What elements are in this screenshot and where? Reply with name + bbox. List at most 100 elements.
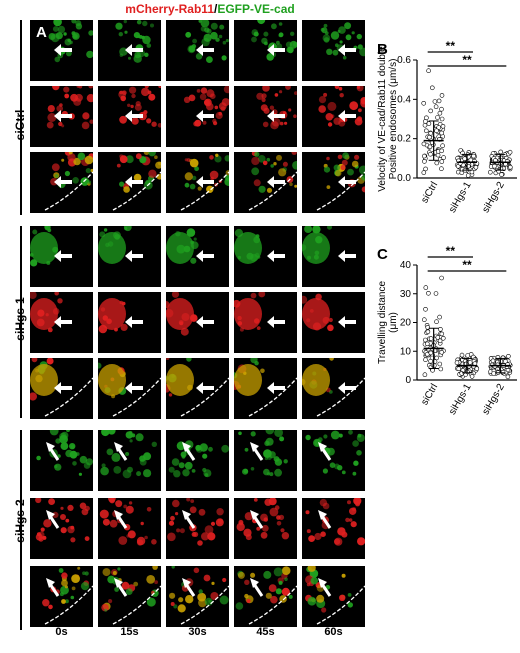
data-point (421, 317, 427, 322)
micrograph-g2-merge-t2 (166, 358, 229, 419)
micrograph-image (98, 86, 161, 147)
panel-letter-a: A (36, 24, 47, 41)
data-point (437, 110, 443, 116)
micrograph-g3-red-t4 (302, 498, 365, 559)
time-label-2: 30s (188, 626, 207, 638)
time-label-3: 45s (256, 626, 275, 638)
micrograph-image (234, 226, 297, 287)
data-point (454, 360, 460, 365)
micrograph-image (98, 498, 161, 559)
micrograph-image (302, 292, 365, 353)
data-point (434, 128, 439, 133)
group-bar-sihgs2 (20, 430, 22, 630)
data-point (428, 151, 433, 157)
data-point (423, 285, 429, 290)
group-bar-sihgs1 (20, 226, 22, 418)
micrograph-image (98, 226, 161, 287)
data-point (439, 130, 444, 136)
data-point (473, 165, 479, 170)
micrograph-g3-green-t1 (98, 430, 161, 491)
micrograph-g1-red-t4 (302, 86, 365, 147)
data-point (432, 99, 438, 104)
micrograph-g1-red-t1 (98, 86, 161, 147)
significance-label: ** (446, 39, 456, 53)
data-point (422, 159, 427, 164)
micrograph-g1-merge-t1 (98, 152, 161, 213)
x-tick-label: siHgs-1 (447, 382, 474, 417)
micrograph-image (302, 498, 365, 559)
data-point (439, 93, 445, 98)
micrograph-image (30, 566, 93, 627)
micrograph-image (166, 20, 229, 81)
data-point (488, 169, 493, 175)
micrograph-g3-red-t1 (98, 498, 161, 559)
data-point (434, 160, 440, 166)
header-vecad: EGFP-VE-cad (217, 2, 295, 16)
y-tick-label: 10 (400, 346, 412, 357)
y-tick-label: 0.2 (397, 134, 411, 145)
data-point (439, 166, 444, 171)
micrograph-g2-red-t2 (166, 292, 229, 353)
micrograph-image (166, 498, 229, 559)
micrograph-image (302, 152, 365, 213)
micrograph-image (302, 226, 365, 287)
y-tick-label: 0 (405, 375, 411, 386)
y-axis-label: Travelling distance (377, 281, 388, 364)
micrograph-image (302, 430, 365, 491)
micrograph-g3-green-t2 (166, 430, 229, 491)
time-label-0: 0s (55, 626, 68, 638)
micrograph-image (98, 20, 161, 81)
micrograph-g3-merge-t2 (166, 566, 229, 627)
micrograph-g2-green-t2 (166, 226, 229, 287)
micrograph-g2-merge-t3 (234, 358, 297, 419)
y-tick-label: 0.0 (397, 173, 411, 184)
micrograph-g3-green-t4 (302, 430, 365, 491)
micrograph-g1-merge-t3 (234, 152, 297, 213)
data-point (423, 357, 428, 362)
micrograph-g1-green-t3 (234, 20, 297, 81)
y-tick-label: 0.6 (397, 55, 411, 66)
data-point (491, 371, 496, 376)
data-point (492, 163, 497, 169)
micrograph-image (166, 86, 229, 147)
data-point (462, 156, 467, 161)
micrograph-g2-green-t3 (234, 226, 297, 287)
data-point (423, 128, 429, 134)
data-point (421, 101, 427, 106)
chart-b: B 0.0 0.2 0.4 0.6 Velocity of VE-cad/Rab11 do… (365, 20, 520, 220)
data-point (505, 374, 511, 380)
micrograph-image (302, 358, 365, 419)
micrograph-g3-merge-t4 (302, 566, 365, 627)
micrograph-g3-merge-t3 (234, 566, 297, 627)
group-bar-sictrl (20, 20, 22, 215)
data-point (436, 98, 442, 104)
data-point (424, 341, 430, 347)
micrograph-image (30, 358, 93, 419)
data-point (428, 350, 434, 356)
y-tick-label: 30 (400, 289, 412, 300)
micrograph-g2-red-t4 (302, 292, 365, 353)
data-point (422, 337, 428, 343)
micrograph-g3-green-t0 (30, 430, 93, 491)
micrograph-image (30, 226, 93, 287)
data-point (434, 319, 439, 324)
data-point (459, 352, 465, 358)
significance-label: ** (462, 53, 472, 67)
micrograph-g1-red-t2 (166, 86, 229, 147)
data-point (428, 336, 434, 341)
micrograph-g1-merge-t0 (30, 152, 93, 213)
micrograph-g2-green-t4 (302, 226, 365, 287)
micrograph-image (166, 566, 229, 627)
micrograph-image (166, 430, 229, 491)
x-tick-label: siHgs-2 (480, 382, 507, 417)
data-point (421, 141, 427, 147)
data-point (425, 329, 431, 335)
y-tick-label: 0.4 (397, 94, 411, 105)
data-point (439, 148, 444, 154)
micrograph-image (30, 430, 93, 491)
micrograph-image (234, 430, 297, 491)
significance-label: ** (446, 244, 456, 258)
data-point (503, 359, 508, 364)
micrograph-image (166, 292, 229, 353)
